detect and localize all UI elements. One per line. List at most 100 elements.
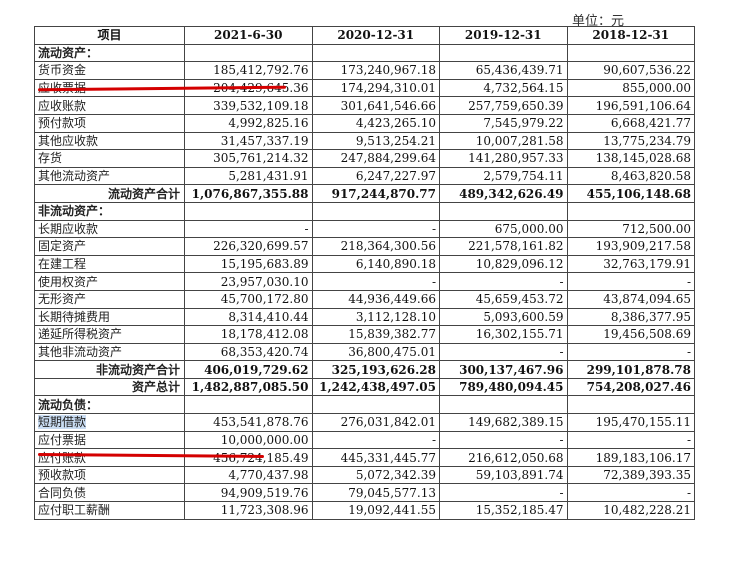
unit-label: 单位：元 (572, 14, 625, 29)
table-row: 应收票据204,429,645.36174,294,310.014,732,56… (34, 78, 695, 98)
value-cell (311, 201, 440, 221)
row-label: 应付票据 (34, 430, 185, 450)
row-label: 应付职工薪酬 (34, 501, 185, 520)
value-cell: 5,281,431.91 (184, 166, 313, 186)
value-cell: 23,957,030.10 (184, 272, 313, 291)
value-cell: 149,682,389.15 (439, 413, 568, 432)
value-cell: 754,208,027.46 (566, 377, 695, 397)
value-cell: 325,193,626.28 (311, 360, 440, 379)
table-row: 在建工程 15,195,683.89 6,140,890.18 10,829,096.… (34, 254, 695, 274)
value-cell: 453,541,878.76 (184, 413, 313, 432)
table-row: 流动资产合计 1,076,867,355.88 917,244,870.77 489,… (34, 184, 695, 203)
row-label: 其他非流动资产 (34, 342, 185, 362)
row-label: 递延所得税资产 (34, 325, 185, 344)
value-cell: 218,364,300.56 (311, 237, 440, 256)
value-cell: 917,244,870.77 (311, 184, 440, 203)
value-cell (439, 43, 568, 63)
row-label: 非流动资产合计 (34, 360, 185, 379)
row-label: 流动资产： (34, 43, 185, 63)
table-row: 固定资产 226,320,699.57 218,364,300.56 221,578,… (34, 237, 695, 256)
value-cell: 19,092,441.55 (311, 501, 440, 520)
value-cell (184, 395, 313, 415)
value-cell: 247,884,299.64 (311, 149, 440, 168)
table-row: 非流动资产合计 406,019,729.62 325,193,626.28 300,1… (34, 360, 695, 379)
value-cell: 3,112,128.10 (311, 307, 440, 327)
table-row: 货币资金 185,412,792.76 173,240,967.18 65,436,4… (34, 61, 695, 80)
value-cell: - (439, 342, 568, 362)
row-label: 使用权资产 (34, 272, 185, 291)
value-cell: 193,909,217.58 (566, 237, 695, 256)
table-row: 长期待摊费用 8,314,410.44 3,112,128.10 5,093,600.… (34, 307, 695, 327)
value-cell: 4,992,825.16 (184, 113, 313, 133)
value-cell: 59,103,891.74 (439, 465, 568, 485)
table-row: 递延所得税资产 18,178,412.08 15,839,382.77 16,302,… (34, 325, 695, 344)
row-label: 其他流动资产 (34, 166, 185, 186)
value-cell: 94,909,519.76 (184, 483, 313, 503)
value-cell: - (566, 430, 695, 450)
value-cell: 195,470,155.11 (566, 413, 695, 432)
table-row: 预付款项 4,992,825.16 4,423,265.10 7,545,979.22… (34, 113, 695, 133)
row-label: 资产总计 (34, 377, 185, 397)
value-cell: - (311, 272, 440, 291)
value-cell: 6,140,890.18 (311, 254, 440, 274)
value-cell (439, 395, 568, 415)
value-cell: - (439, 483, 568, 503)
value-cell: 1,242,438,497.05 (311, 377, 440, 397)
row-label: 预付款项 (34, 113, 185, 133)
table-row: 应付账款456,724,185.49445,331,445.77216,612,… (34, 448, 695, 467)
value-cell: 68,353,420.74 (184, 342, 313, 362)
value-cell: 5,072,342.39 (311, 465, 440, 485)
table-row: 短期借款 453,541,878.76 276,031,842.01 149,682,… (34, 413, 695, 432)
table-row: 资产总计 1,482,887,085.50 1,242,438,497.05 789,… (34, 377, 695, 397)
value-cell: 189,183,106.17 (566, 448, 695, 467)
value-cell: 45,659,453.72 (439, 289, 568, 309)
table-row: 存货 305,761,214.32 247,884,299.64 141,280,95… (34, 149, 695, 168)
row-label: 短期借款 (34, 413, 185, 432)
table-row: 长期应收款 - -675,000.00 712,500.00 (34, 219, 695, 239)
row-label: 预收款项 (34, 465, 185, 485)
table-row: 应收账款 339,532,109.18 301,641,546.66 257,759,… (34, 96, 695, 115)
header-item: 项目 (34, 26, 185, 45)
value-cell: 141,280,957.33 (439, 149, 568, 168)
value-cell: 173,240,967.18 (311, 61, 440, 80)
value-cell (184, 43, 313, 63)
value-cell: 90,607,536.22 (566, 61, 695, 80)
value-cell (566, 43, 695, 63)
row-label: 货币资金 (34, 61, 185, 80)
value-cell: 2,579,754.11 (439, 166, 568, 186)
table-row: 使用权资产 23,957,030.10- - - (34, 272, 695, 291)
table-row: 无形资产 45,700,172.80 44,936,449.66 45,659,453… (34, 289, 695, 309)
value-cell: 174,294,310.01 (311, 78, 440, 98)
header-2019-12-31: 2019-12-31 (439, 26, 568, 45)
value-cell: 339,532,109.18 (184, 96, 313, 115)
value-cell: 276,031,842.01 (311, 413, 440, 432)
value-cell: 6,668,421.77 (566, 113, 695, 133)
row-label: 合同负债 (34, 483, 185, 503)
value-cell: 305,761,214.32 (184, 149, 313, 168)
value-cell: 789,480,094.45 (439, 377, 568, 397)
value-cell: 855,000.00 (566, 78, 695, 98)
value-cell (566, 395, 695, 415)
value-cell: 4,732,564.15 (439, 78, 568, 98)
row-label: 应付账款 (34, 448, 185, 467)
value-cell: 299,101,878.78 (566, 360, 695, 379)
row-label: 流动负债： (34, 395, 185, 415)
value-cell: 1,482,887,085.50 (184, 377, 313, 397)
value-cell (566, 201, 695, 221)
row-label: 非流动资产： (34, 201, 185, 221)
table-row: 应付票据 10,000,000.00- - - (34, 430, 695, 450)
value-cell: - (439, 272, 568, 291)
row-label: 其他应收款 (34, 131, 185, 151)
value-cell: 185,412,792.76 (184, 61, 313, 80)
value-cell: 406,019,729.62 (184, 360, 313, 379)
table-row: 合同负债 94,909,519.76 79,045,577.13- - (34, 483, 695, 503)
value-cell: 196,591,106.64 (566, 96, 695, 115)
value-cell: 675,000.00 (439, 219, 568, 239)
value-cell (311, 395, 440, 415)
table-row: 非流动资产： (34, 201, 695, 221)
table-row: 其他非流动资产 68,353,420.74 36,800,475.01- - (34, 342, 695, 362)
row-label: 存货 (34, 149, 185, 168)
table-row: 应付职工薪酬 11,723,308.96 19,092,441.55 15,352,1… (34, 501, 695, 520)
highlighted-label: 短期借款 (38, 415, 87, 430)
value-cell: 8,386,377.95 (566, 307, 695, 327)
